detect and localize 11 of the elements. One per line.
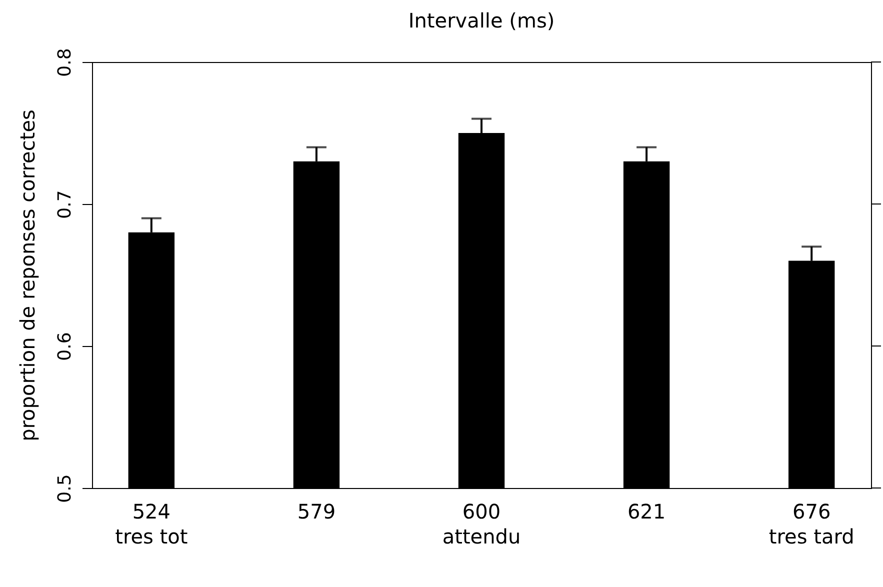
x-tick-label: 621 bbox=[627, 500, 666, 524]
x-tick-label: 579 bbox=[297, 500, 336, 524]
x-tick-label: 676 tres tard bbox=[768, 500, 854, 548]
x-tick-label: 524 tres tot bbox=[115, 500, 188, 548]
y-tick-label: 0.8 bbox=[54, 48, 76, 77]
x-tick-label: 600 attendu bbox=[442, 500, 521, 548]
y-tick-label: 0.7 bbox=[54, 190, 76, 219]
y-tick-label: 0.6 bbox=[54, 332, 76, 361]
chart-title: Intervalle (ms) bbox=[408, 8, 555, 33]
y-tick-label: 0.5 bbox=[54, 474, 76, 503]
y-axis-title: proportion de reponses correctes bbox=[16, 110, 40, 442]
